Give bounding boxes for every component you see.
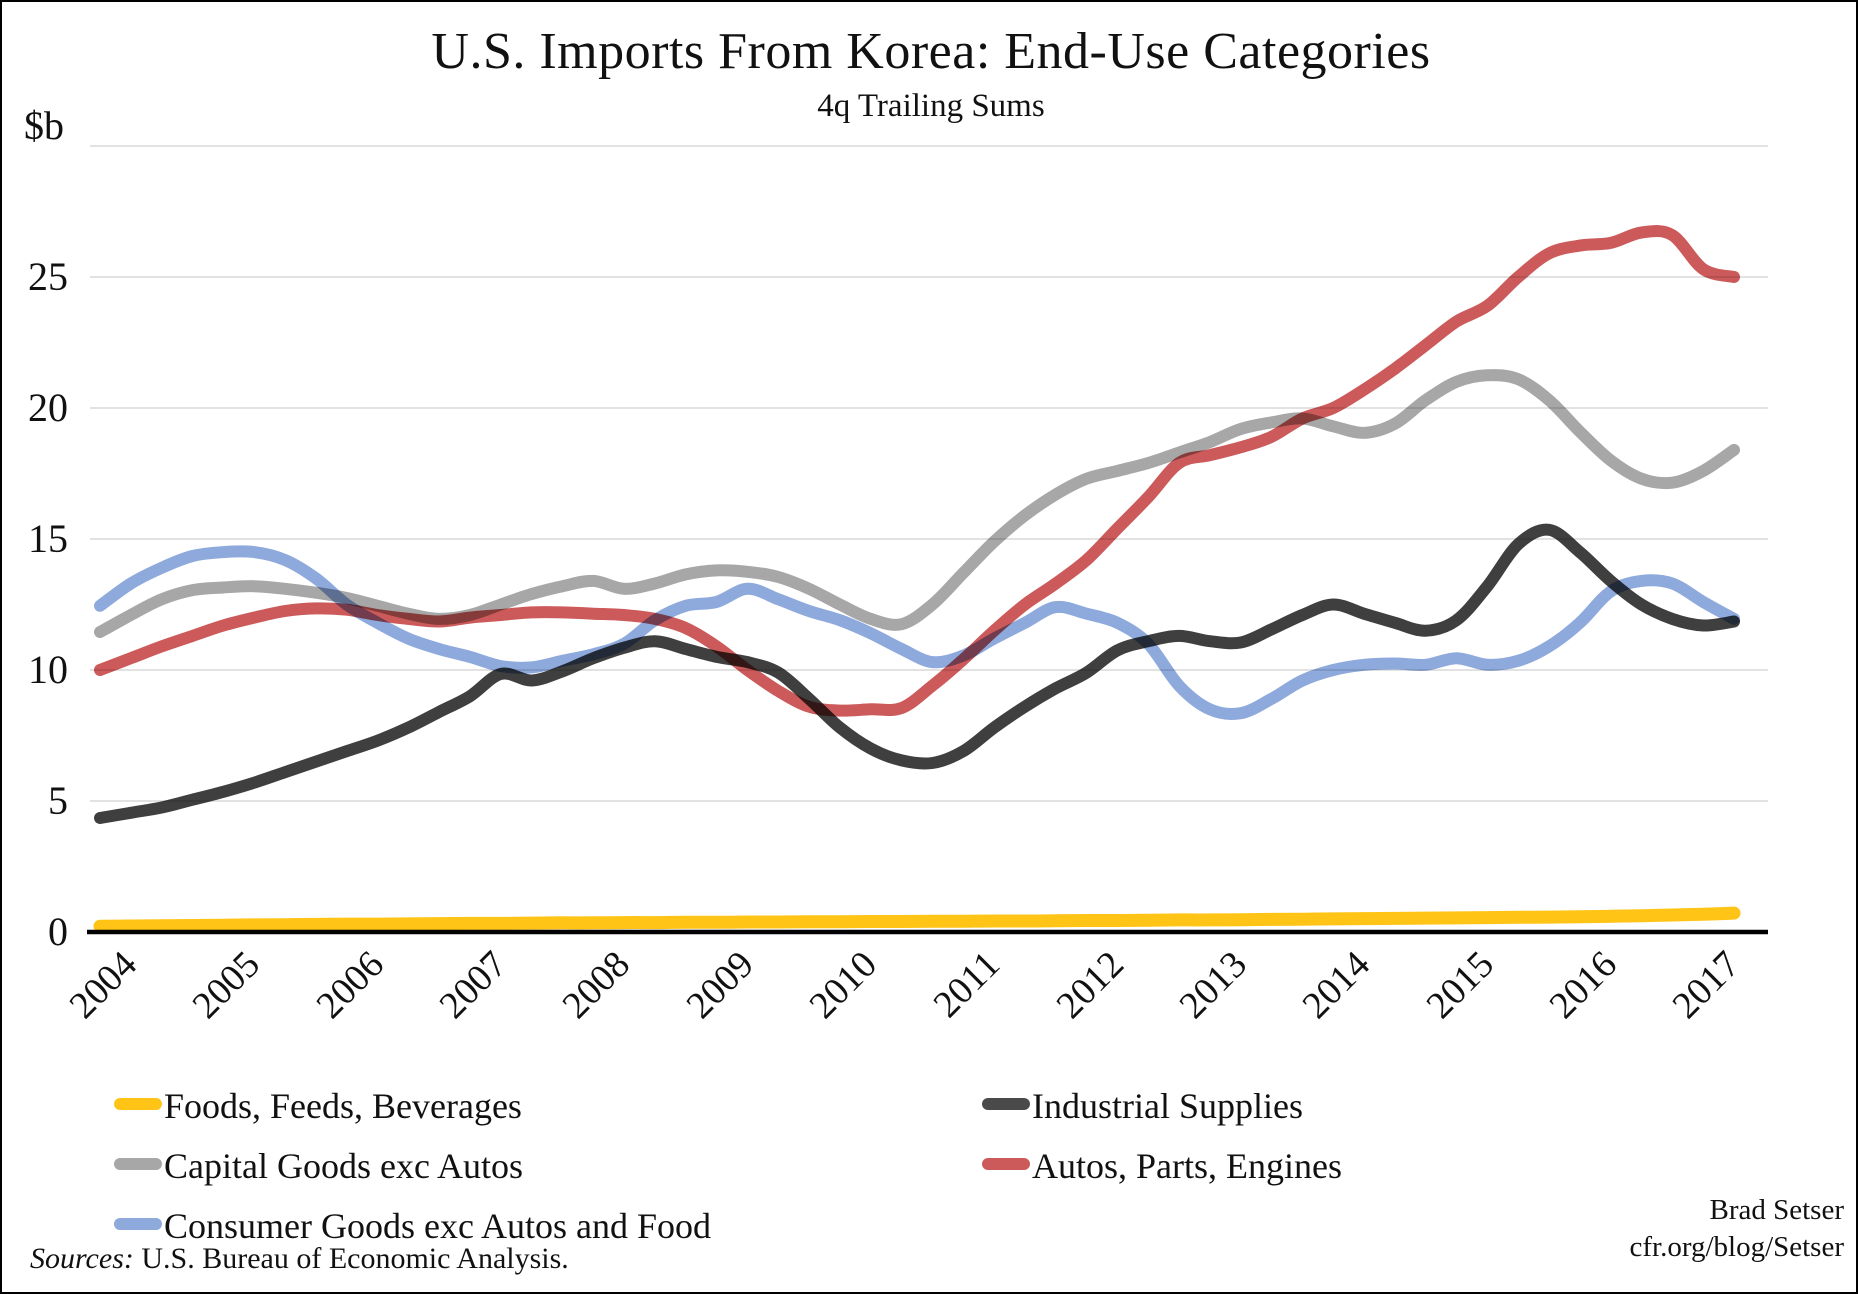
legend-label: Foods, Feeds, Beverages bbox=[164, 1086, 522, 1126]
chart-subtitle: 4q Trailing Sums bbox=[817, 88, 1045, 124]
series-line-industrial-supplies bbox=[94, 523, 1740, 824]
y-tick-label-10: 10 bbox=[28, 647, 68, 692]
y-axis-unit-label: $b bbox=[24, 103, 64, 148]
sources-note: Sources: U.S. Bureau of Economic Analysi… bbox=[30, 1242, 569, 1276]
legend-label: Capital Goods exc Autos bbox=[164, 1146, 523, 1186]
legend-label: Industrial Supplies bbox=[1032, 1086, 1303, 1126]
sources-text: U.S. Bureau of Economic Analysis. bbox=[133, 1242, 569, 1275]
y-tick-label-5: 5 bbox=[48, 778, 68, 823]
legend-swatch bbox=[982, 1158, 1030, 1170]
legend-label: Consumer Goods exc Autos and Food bbox=[164, 1206, 711, 1246]
legend-label: Autos, Parts, Engines bbox=[1032, 1146, 1342, 1186]
series-line-consumer-goods-exc-autos-and-food bbox=[94, 545, 1740, 720]
y-tick-label-25: 25 bbox=[28, 254, 68, 299]
attribution: Brad Setser cfr.org/blog/Setser bbox=[1344, 1192, 1844, 1266]
legend-swatch bbox=[114, 1158, 162, 1170]
legend-swatch bbox=[982, 1098, 1030, 1110]
chart-title: U.S. Imports From Korea: End-Use Categor… bbox=[431, 23, 1431, 80]
series-line-foods-feeds-beverages bbox=[93, 906, 1741, 933]
series-line-autos-parts-engines bbox=[94, 225, 1740, 717]
legend-swatch bbox=[114, 1098, 162, 1110]
legend-swatch bbox=[114, 1218, 162, 1230]
attribution-url: cfr.org/blog/Setser bbox=[1629, 1231, 1844, 1263]
series-line-capital-goods-exc-autos bbox=[94, 369, 1740, 638]
y-tick-label-15: 15 bbox=[28, 516, 68, 561]
attribution-author: Brad Setser bbox=[1709, 1194, 1845, 1226]
sources-label: Sources: bbox=[30, 1242, 134, 1275]
y-tick-label-20: 20 bbox=[28, 385, 68, 430]
y-tick-label-0: 0 bbox=[48, 909, 68, 954]
